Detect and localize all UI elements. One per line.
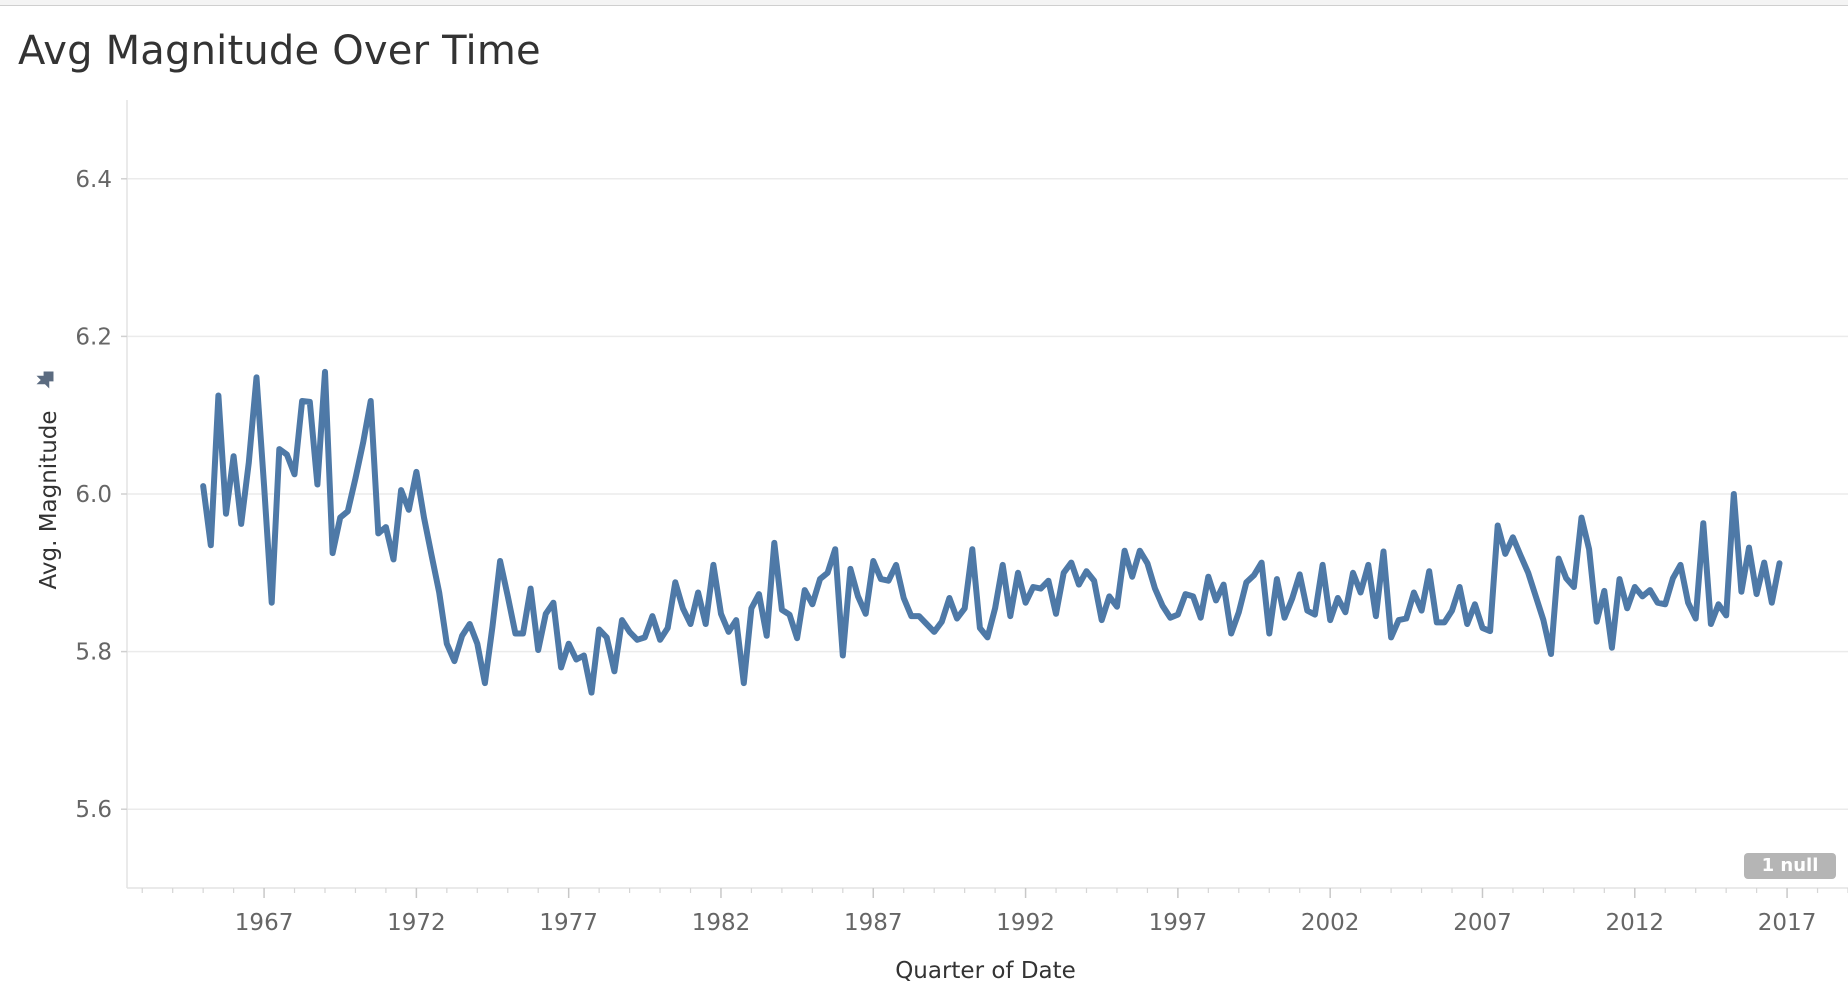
chart-title: Avg Magnitude Over Time	[18, 28, 541, 74]
x-tick-label: 2002	[1301, 910, 1360, 936]
x-tick-label: 2012	[1606, 910, 1665, 936]
null-indicator-badge[interactable]: 1 null	[1744, 853, 1836, 879]
pin-icon[interactable]	[32, 365, 60, 393]
y-tick-label: 5.8	[75, 640, 112, 666]
y-tick-label: 6.4	[75, 167, 112, 193]
y-tick-labels: 5.6 5.8 6.0 6.2 6.4	[75, 167, 112, 823]
x-tick-label: 1997	[1149, 910, 1208, 936]
y-axis-title: Avg. Magnitude	[36, 410, 62, 589]
x-tick-label: 1977	[539, 910, 598, 936]
y-tick-label: 6.0	[75, 482, 112, 508]
x-tick-label: 2017	[1758, 910, 1817, 936]
x-tick-labels: 1967 1972 1977 1982 1987 1992 1997 2002 2007 2012…	[235, 910, 1817, 936]
x-tick-label: 2007	[1453, 910, 1512, 936]
y-tick-label: 6.2	[75, 324, 112, 350]
grid-lines	[127, 178, 1848, 810]
x-tick-label: 1972	[387, 910, 446, 936]
y-tick-label: 5.6	[75, 797, 112, 823]
axes	[121, 100, 1848, 898]
top-border	[0, 0, 1848, 6]
x-tick-label: 1967	[235, 910, 294, 936]
x-axis-title: Quarter of Date	[895, 958, 1076, 984]
x-tick-label: 1987	[844, 910, 903, 936]
series-line-avg-magnitude[interactable]	[200, 368, 1783, 696]
x-tick-label: 1982	[692, 910, 751, 936]
x-tick-label: 1992	[996, 910, 1055, 936]
y-axis-title-group: Avg. Magnitude	[32, 365, 62, 590]
